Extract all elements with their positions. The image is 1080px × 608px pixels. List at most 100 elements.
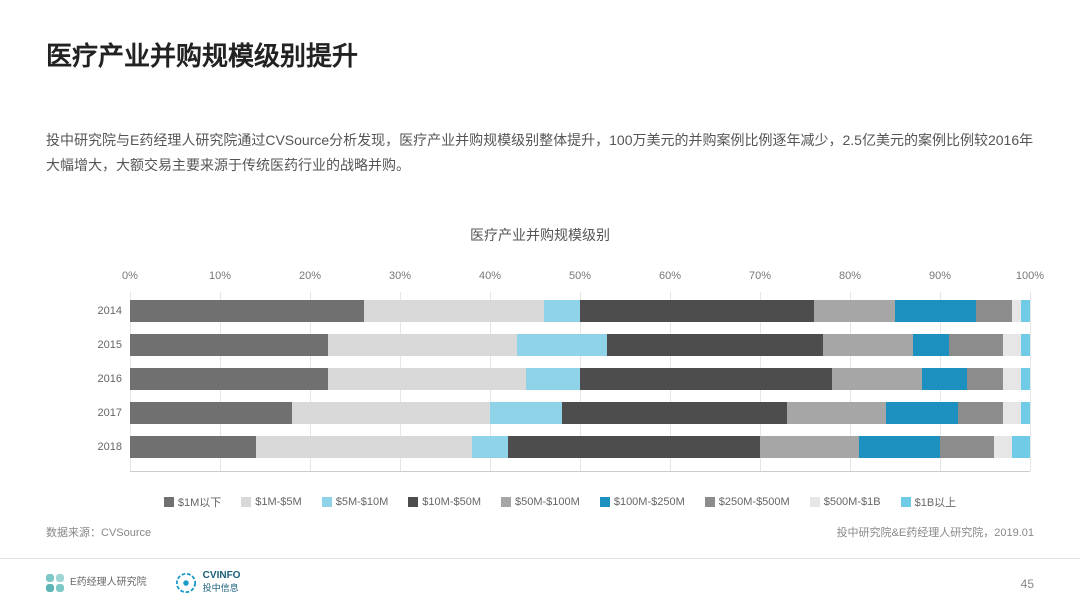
bar-row <box>130 402 1030 424</box>
bar-segment <box>508 436 760 458</box>
footer-logos: E药经理人研究院 CVINFO 投中信息 <box>46 571 240 594</box>
legend-swatch <box>241 497 251 507</box>
bar-segment <box>364 300 544 322</box>
y-tick-label: 2015 <box>80 339 122 351</box>
legend-swatch <box>501 497 511 507</box>
legend-swatch <box>705 497 715 507</box>
bar-segment <box>958 402 1003 424</box>
bar-segment <box>130 436 256 458</box>
legend-item: $250M-$500M <box>705 496 790 508</box>
x-tick-label: 0% <box>122 270 138 282</box>
legend-label: $10M-$50M <box>422 496 481 508</box>
bar-segment <box>1021 368 1030 390</box>
legend-label: $500M-$1B <box>824 496 881 508</box>
legend-label: $1B以上 <box>915 494 957 510</box>
legend-swatch <box>810 497 820 507</box>
x-tick-label: 60% <box>659 270 681 282</box>
attribution: 投中研究院&E药经理人研究院，2019.01 <box>837 524 1034 540</box>
logo-eyao: E药经理人研究院 <box>46 574 147 592</box>
slide: 医疗产业并购规模级别提升 投中研究院与E药经理人研究院通过CVSource分析发… <box>0 0 1080 608</box>
legend-item: $1B以上 <box>901 494 957 510</box>
bar-segment <box>328 368 526 390</box>
x-tick-label: 40% <box>479 270 501 282</box>
page-number: 45 <box>1021 577 1034 591</box>
y-tick-label: 2017 <box>80 407 122 419</box>
bar-row <box>130 334 1030 356</box>
legend-item: $5M-$10M <box>322 496 389 508</box>
bar-segment <box>1003 368 1021 390</box>
bar-segment <box>895 300 976 322</box>
footer: E药经理人研究院 CVINFO 投中信息 45 <box>0 558 1080 608</box>
data-source: 数据来源：CVSource <box>46 524 151 540</box>
bar-segment <box>967 368 1003 390</box>
gridline <box>1030 292 1031 471</box>
bar-segment <box>607 334 823 356</box>
logo-eyao-text: E药经理人研究院 <box>70 577 147 588</box>
x-tick-label: 20% <box>299 270 321 282</box>
bar-segment <box>130 368 328 390</box>
legend-swatch <box>600 497 610 507</box>
bar-segment <box>292 402 490 424</box>
bar-segment <box>1021 402 1030 424</box>
bar-segment <box>760 436 859 458</box>
x-tick-label: 30% <box>389 270 411 282</box>
legend-swatch <box>322 497 332 507</box>
chart-title: 医疗产业并购规模级别 <box>0 225 1080 245</box>
bar-segment <box>832 368 922 390</box>
bar-segment <box>328 334 517 356</box>
chart-legend: $1M以下 $1M-$5M $5M-$10M $10M-$50M $50M-$100M $… <box>80 494 1040 510</box>
chart-area: 0%10%20%30%40%50%60%70%80%90%100% 201420… <box>80 270 1040 490</box>
bar-segment <box>130 402 292 424</box>
legend-item: $1M以下 <box>164 494 221 510</box>
legend-item: $50M-$100M <box>501 496 580 508</box>
bar-segment <box>1003 402 1021 424</box>
bar-segment <box>1021 334 1030 356</box>
legend-label: $250M-$500M <box>719 496 790 508</box>
bar-segment <box>130 300 364 322</box>
legend-item: $1M-$5M <box>241 496 301 508</box>
bar-row <box>130 368 1030 390</box>
bar-segment <box>913 334 949 356</box>
legend-item: $100M-$250M <box>600 496 685 508</box>
logo-eyao-icon <box>46 574 64 592</box>
bar-segment <box>976 300 1012 322</box>
x-tick-label: 80% <box>839 270 861 282</box>
bar-segment <box>256 436 472 458</box>
bar-segment <box>1021 300 1030 322</box>
bar-segment <box>994 436 1012 458</box>
bar-segment <box>517 334 607 356</box>
logo-cvinfo-icon <box>175 572 197 594</box>
x-tick-label: 70% <box>749 270 771 282</box>
bar-segment <box>787 402 886 424</box>
bar-segment <box>823 334 913 356</box>
y-tick-label: 2014 <box>80 305 122 317</box>
bar-segment <box>886 402 958 424</box>
bar-segment <box>949 334 1003 356</box>
chart-plot <box>130 292 1030 472</box>
bar-segment <box>544 300 580 322</box>
bar-segment <box>859 436 940 458</box>
x-tick-label: 100% <box>1016 270 1044 282</box>
legend-item: $500M-$1B <box>810 496 881 508</box>
legend-label: $1M-$5M <box>255 496 301 508</box>
bar-segment <box>526 368 580 390</box>
page-title: 医疗产业并购规模级别提升 <box>46 36 358 73</box>
bar-row <box>130 436 1030 458</box>
legend-label: $1M以下 <box>178 494 221 510</box>
bar-segment <box>490 402 562 424</box>
legend-swatch <box>901 497 911 507</box>
bar-segment <box>1012 436 1030 458</box>
legend-label: $50M-$100M <box>515 496 580 508</box>
x-tick-label: 50% <box>569 270 591 282</box>
legend-swatch <box>408 497 418 507</box>
legend-label: $100M-$250M <box>614 496 685 508</box>
bar-row <box>130 300 1030 322</box>
bar-segment <box>1012 300 1021 322</box>
x-tick-label: 90% <box>929 270 951 282</box>
x-tick-label: 10% <box>209 270 231 282</box>
legend-item: $10M-$50M <box>408 496 481 508</box>
y-tick-label: 2016 <box>80 373 122 385</box>
bar-segment <box>922 368 967 390</box>
legend-label: $5M-$10M <box>336 496 389 508</box>
bar-segment <box>1003 334 1021 356</box>
